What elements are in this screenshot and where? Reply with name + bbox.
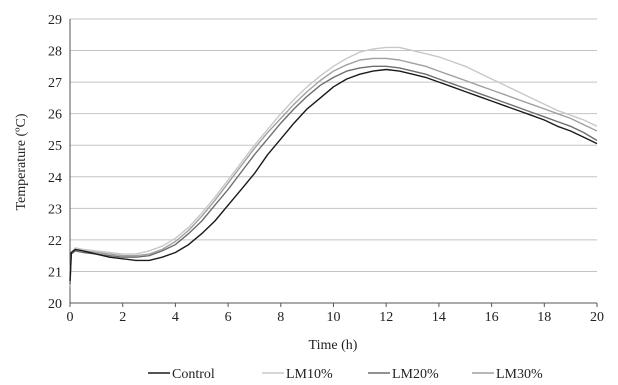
legend-label: LM10%	[286, 367, 333, 382]
axes	[69, 19, 598, 307]
x-tick-label: 0	[67, 310, 74, 325]
x-tick-label: 2	[119, 310, 126, 325]
y-tick-label: 25	[48, 139, 62, 154]
x-tick-label: 10	[327, 310, 341, 325]
y-tick-label: 22	[48, 234, 62, 249]
series-line-lm10pct	[69, 46, 598, 275]
legend-item: Control	[148, 367, 215, 382]
x-tick-label: 18	[537, 310, 551, 325]
x-tick-label: 20	[590, 310, 604, 325]
y-tick-label: 29	[48, 13, 62, 28]
x-tick-labels: 0 2 4 6 8 10 12 14 16 18 20	[67, 310, 605, 325]
x-tick-label: 12	[379, 310, 393, 325]
x-tick-label: 4	[172, 310, 179, 325]
y-tick-label: 24	[48, 171, 62, 186]
legend: Control LM10% LM20% LM30%	[148, 367, 543, 382]
legend-label: LM20%	[392, 367, 439, 382]
series-line-control	[69, 68, 598, 281]
legend-item: LM20%	[368, 367, 439, 382]
series-line-lm30pct	[69, 57, 598, 288]
x-tick-label: 6	[225, 310, 232, 325]
x-tick-label: 8	[277, 310, 284, 325]
x-axis-title: Time (h)	[309, 338, 358, 353]
y-tick-label: 23	[48, 202, 62, 217]
legend-item: LM10%	[262, 367, 333, 382]
y-axis-title: Temperature (ºC)	[14, 113, 29, 210]
series-lines	[69, 46, 598, 288]
y-tick-label: 20	[48, 297, 62, 312]
y-tick-label: 27	[48, 76, 62, 91]
legend-label: Control	[172, 367, 215, 382]
legend-item: LM30%	[472, 367, 543, 382]
y-tick-label: 28	[48, 45, 62, 60]
legend-label: LM30%	[496, 367, 543, 382]
y-tick-labels: 20 21 22 23 24 25 26 27 28 29	[48, 13, 62, 312]
gridlines	[70, 18, 597, 304]
x-tick-label: 14	[432, 310, 446, 325]
x-tick-label: 16	[485, 310, 499, 325]
series-line-lm20pct	[69, 65, 598, 285]
y-tick-label: 21	[48, 265, 62, 280]
y-tick-label: 26	[48, 108, 62, 123]
